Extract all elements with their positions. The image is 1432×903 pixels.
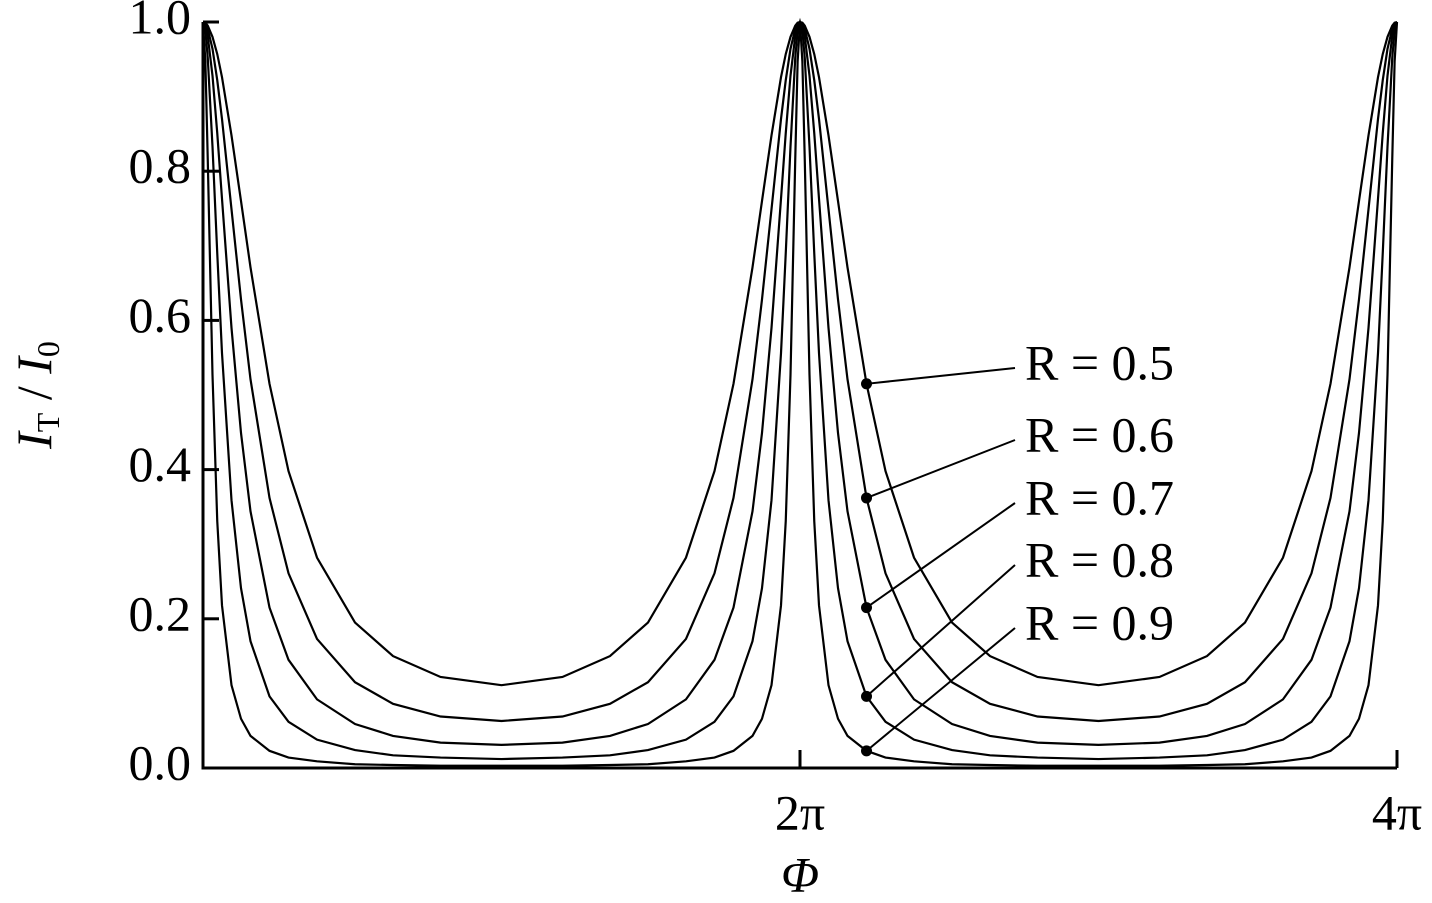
x-tick-label: 4π bbox=[1372, 784, 1422, 840]
series-line bbox=[202, 19, 1398, 746]
series-line bbox=[202, 20, 1398, 687]
legend-label: R = 0.5 bbox=[1025, 334, 1174, 390]
leader-line bbox=[865, 627, 1016, 752]
leader-dot bbox=[861, 690, 873, 702]
y-label-part: I bbox=[6, 355, 62, 375]
x-tick-label: 2π bbox=[775, 784, 825, 840]
series-line bbox=[201, 17, 1399, 761]
leader-dot bbox=[861, 745, 873, 757]
leader-dot bbox=[861, 602, 873, 614]
legend-label: R = 0.8 bbox=[1025, 531, 1174, 587]
leader-line bbox=[866, 439, 1016, 499]
x-axis-label: Φ bbox=[781, 846, 819, 902]
leader-line bbox=[865, 564, 1016, 698]
legend-label: R = 0.7 bbox=[1025, 469, 1174, 525]
leader-dot bbox=[861, 378, 873, 390]
y-label-sub: T bbox=[30, 412, 66, 432]
legend-label: R = 0.9 bbox=[1025, 594, 1174, 650]
y-label-part: / bbox=[6, 374, 62, 413]
series-line bbox=[202, 20, 1398, 723]
series-line bbox=[201, 21, 1399, 767]
y-tick-label: 0.2 bbox=[129, 585, 192, 641]
y-tick-label: 0.8 bbox=[129, 138, 192, 194]
y-tick-label: 0.0 bbox=[129, 734, 192, 790]
leader-dot bbox=[861, 492, 873, 504]
y-label-sub: 0 bbox=[30, 341, 66, 357]
y-tick-label: 1.0 bbox=[129, 0, 192, 44]
leader-line bbox=[865, 502, 1016, 609]
axes bbox=[201, 22, 1397, 770]
y-axis-label: IT / I0 bbox=[6, 341, 66, 450]
leader-line bbox=[866, 367, 1016, 385]
legend-label: R = 0.6 bbox=[1025, 406, 1174, 462]
y-tick-label: 0.4 bbox=[129, 436, 192, 492]
y-label-part: I bbox=[6, 430, 62, 450]
y-tick-label: 0.6 bbox=[129, 287, 192, 343]
